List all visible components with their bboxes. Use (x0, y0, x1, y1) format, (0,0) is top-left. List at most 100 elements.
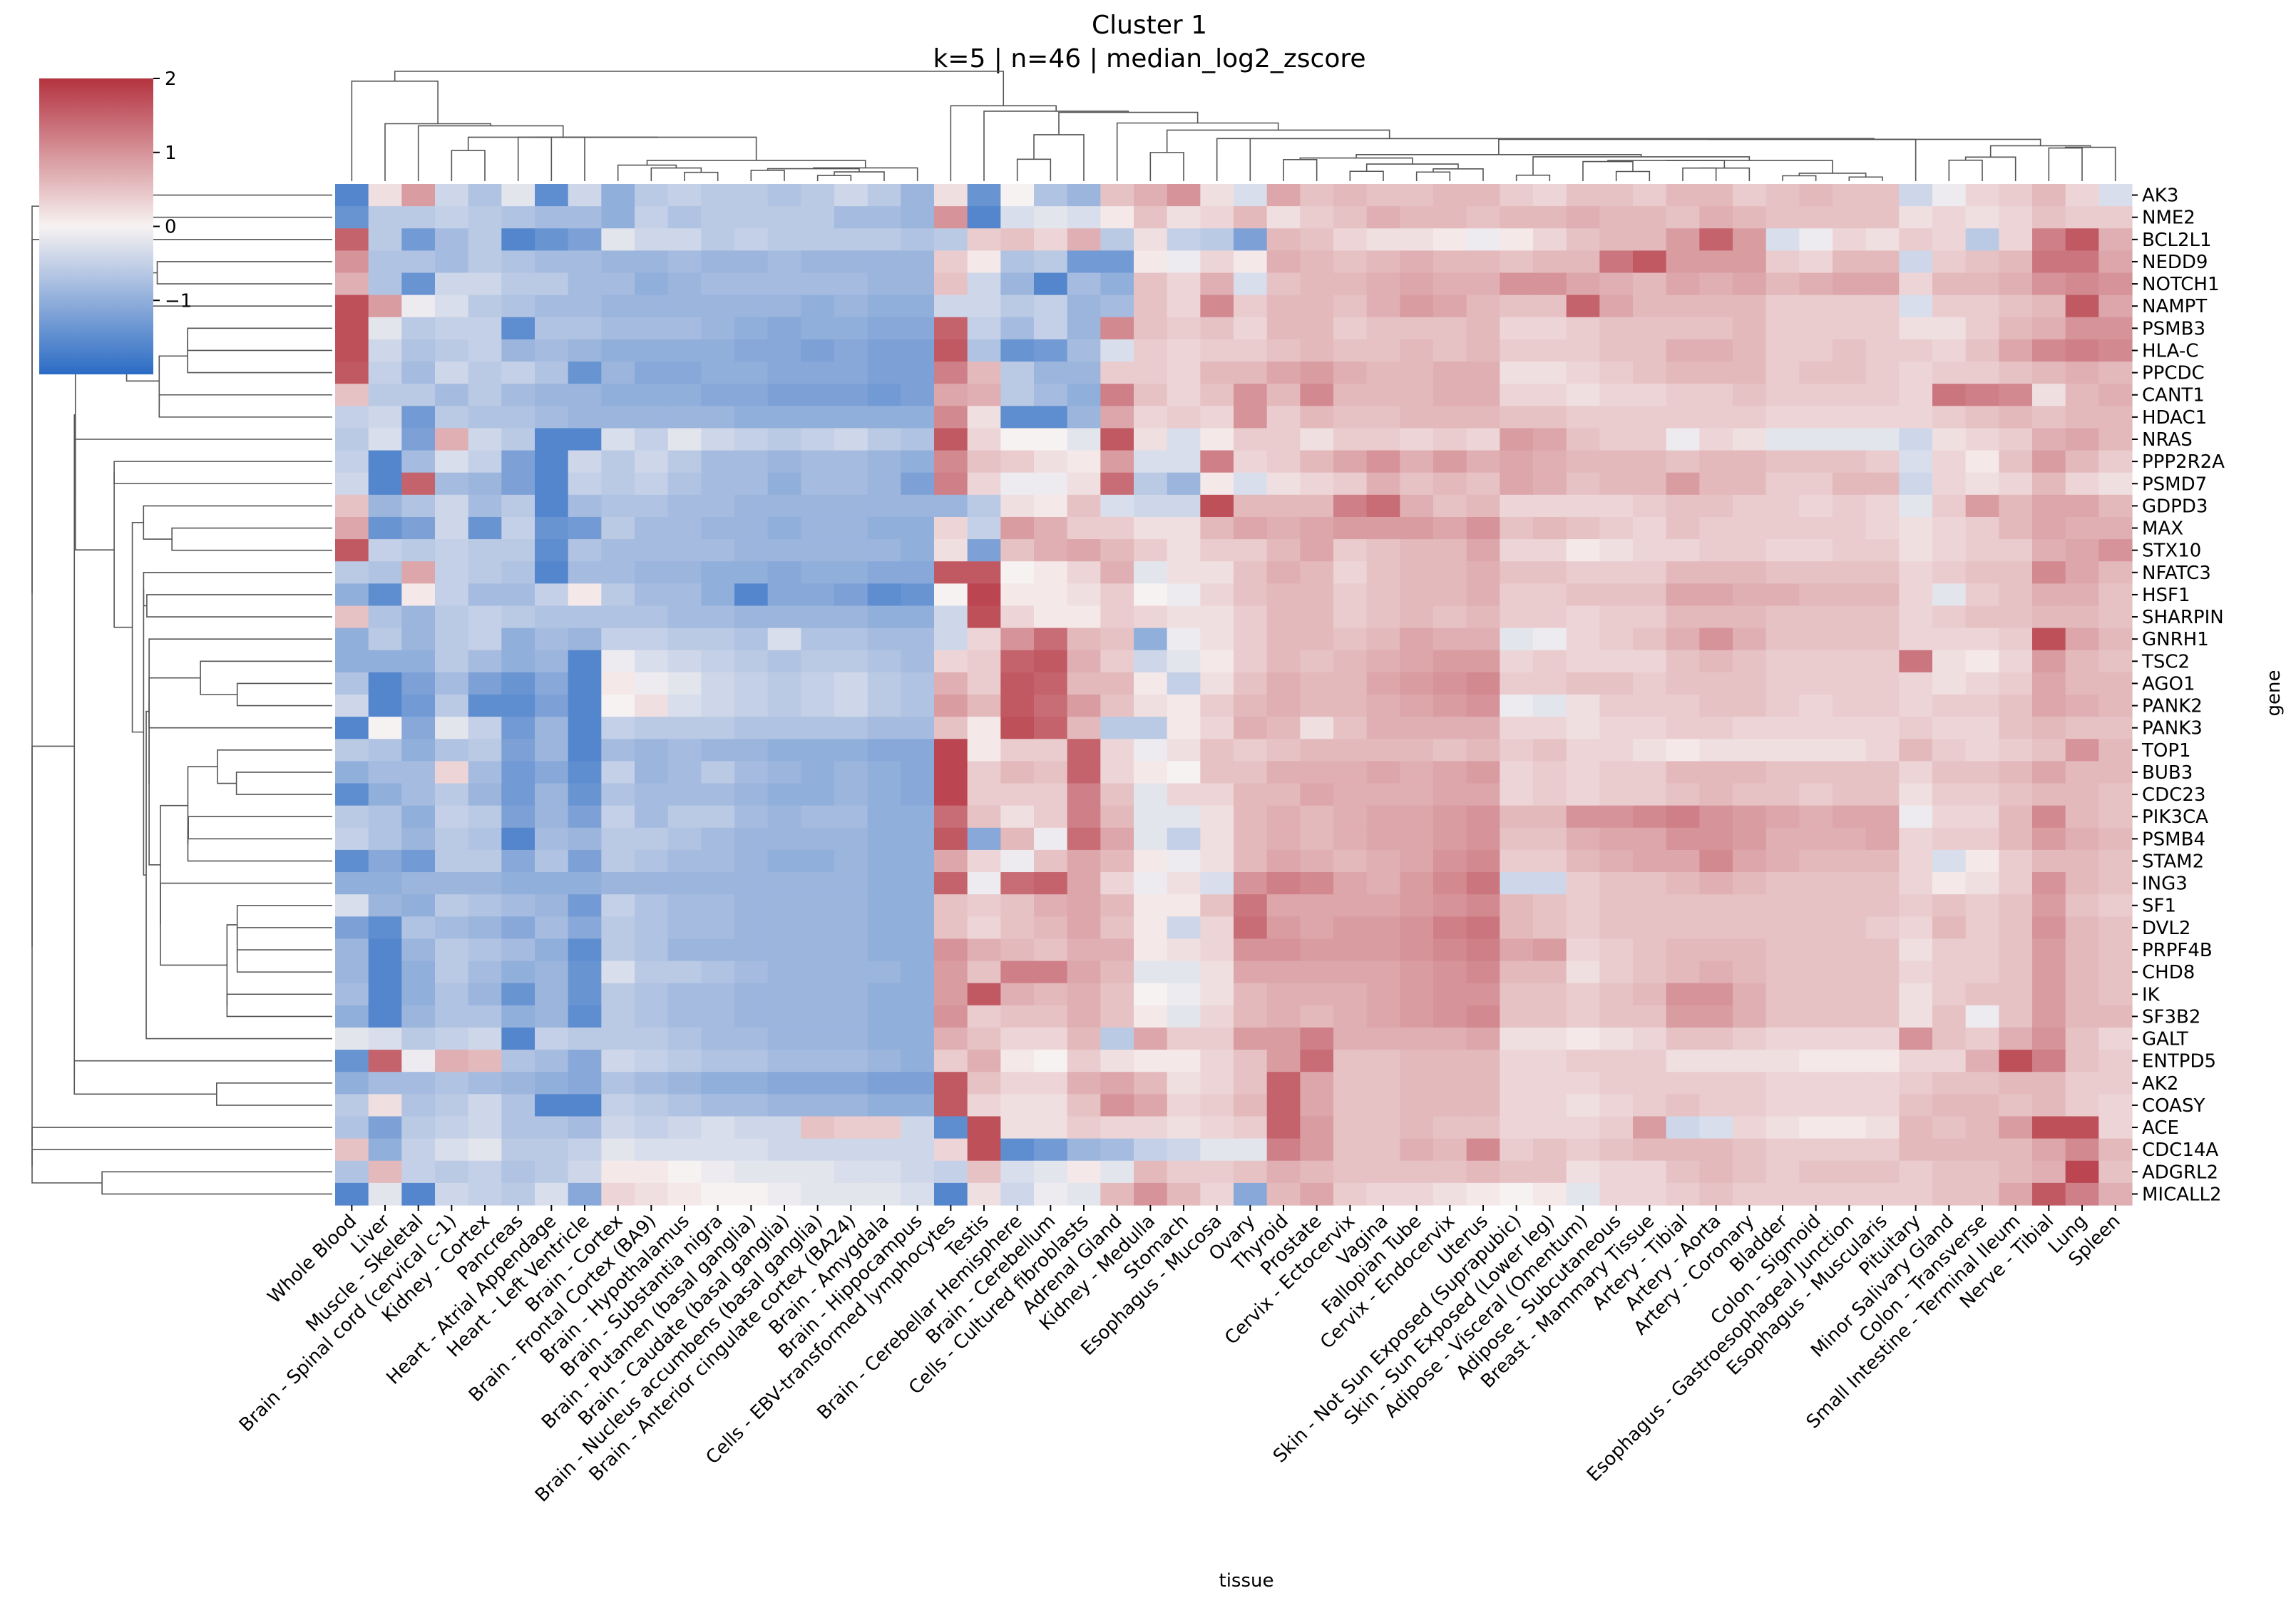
heatmap-cell (635, 206, 669, 229)
heatmap-cell (867, 1072, 901, 1095)
heatmap-cell (1266, 849, 1301, 873)
heatmap-cell (2032, 339, 2066, 362)
heatmap-cell (1333, 805, 1368, 829)
heatmap-cell (2065, 983, 2099, 1006)
heatmap-cell (1466, 539, 1500, 562)
heatmap-cell (1500, 849, 1534, 873)
heatmap-cell (1865, 761, 1900, 784)
heatmap-cell (568, 695, 602, 717)
heatmap-cell (767, 1116, 801, 1139)
heatmap-cell (1333, 406, 1368, 429)
heatmap-cell (1666, 1072, 1700, 1095)
heatmap-cell (2032, 228, 2066, 251)
heatmap-cell (1134, 1116, 1168, 1139)
heatmap-cell (1466, 961, 1500, 984)
row-dendrogram-link (131, 521, 144, 733)
heatmap-cell (1200, 1160, 1234, 1184)
heatmap-cell (967, 272, 1001, 296)
heatmap-cell (1100, 783, 1134, 806)
heatmap-cell (1366, 295, 1400, 318)
heatmap-cell (1865, 250, 1900, 274)
heatmap-cell (1067, 1027, 1101, 1050)
heatmap-cell (1599, 339, 1634, 362)
heatmap-cell (1034, 1027, 1068, 1050)
heatmap-cell (1433, 184, 1467, 207)
heatmap-cell (435, 406, 469, 429)
heatmap-cell (901, 272, 935, 296)
heatmap-cell (468, 894, 502, 917)
heatmap-cell (934, 1050, 968, 1072)
heatmap-cell (568, 1072, 602, 1095)
heatmap-cell (435, 1072, 469, 1095)
heatmap-cell (767, 472, 801, 496)
heatmap-cell (2098, 739, 2133, 762)
heatmap-cell (901, 406, 935, 429)
heatmap-cell (1566, 206, 1600, 229)
heatmap-cell (1100, 384, 1134, 406)
heatmap-cell (1899, 805, 1933, 829)
heatmap-cell (1433, 1005, 1467, 1028)
heatmap-cell (2065, 539, 2099, 562)
heatmap-cell (435, 761, 469, 784)
heatmap-cell (368, 494, 402, 518)
heatmap-cell (1833, 539, 1867, 562)
heatmap-cell (2098, 450, 2133, 473)
row-dendrogram-link (217, 749, 332, 784)
row-dendrogram-link (113, 472, 133, 628)
heatmap-cell (1599, 406, 1634, 429)
row-dendrogram-link (187, 826, 332, 862)
heatmap-cell (1899, 472, 1933, 496)
heatmap-cell (1034, 872, 1068, 895)
heatmap-cell (2032, 362, 2066, 384)
heatmap-cell (1034, 916, 1068, 940)
heatmap-cell (1234, 450, 1268, 473)
heatmap-cell (1666, 362, 1700, 384)
heatmap-cell (767, 406, 801, 429)
heatmap-cell (1733, 695, 1767, 717)
heatmap-cell (967, 450, 1001, 473)
heatmap-cell (1300, 561, 1334, 584)
heatmap-cell (1134, 739, 1168, 762)
heatmap-cell (767, 428, 801, 451)
heatmap-cell (1466, 739, 1500, 762)
heatmap-cell (1300, 295, 1334, 318)
heatmap-cell (834, 539, 868, 562)
heatmap-cell (1000, 717, 1035, 739)
heatmap-cell (1599, 206, 1634, 229)
heatmap-cell (1000, 628, 1035, 651)
heatmap-cell (1466, 628, 1500, 651)
heatmap-cell (1400, 761, 1434, 784)
heatmap-cell (1965, 783, 1999, 806)
heatmap-cell (1466, 1182, 1500, 1206)
heatmap-cell (967, 938, 1001, 962)
heatmap-cell (1699, 1116, 1733, 1139)
heatmap-cell (967, 805, 1001, 829)
heatmap-cell (1799, 1050, 1833, 1072)
heatmap-cell (1234, 1027, 1268, 1050)
heatmap-cell (1167, 961, 1201, 984)
heatmap-cell (1167, 695, 1201, 717)
heatmap-cell (2032, 317, 2066, 340)
heatmap-cell (2098, 695, 2133, 717)
heatmap-cell (1965, 628, 1999, 651)
heatmap-cell (401, 961, 436, 984)
heatmap-cell (1666, 250, 1700, 274)
heatmap-cell (1333, 583, 1368, 607)
heatmap-cell (1500, 916, 1534, 940)
heatmap-cell (734, 362, 769, 384)
heatmap-cell (934, 272, 968, 296)
heatmap-cell (734, 628, 769, 651)
heatmap-cell (1266, 272, 1301, 296)
heatmap-cell (1633, 494, 1667, 518)
heatmap-cell (1400, 516, 1434, 540)
heatmap-cell (1366, 516, 1400, 540)
heatmap-cell (601, 1027, 635, 1050)
heatmap-cell (1034, 583, 1068, 607)
heatmap-cell (1167, 1138, 1201, 1162)
heatmap-cell (834, 339, 868, 362)
heatmap-cell (1333, 184, 1368, 207)
heatmap-cell (1433, 295, 1467, 318)
heatmap-cell (2098, 583, 2133, 607)
heatmap-cell (1533, 228, 1567, 251)
heatmap-cell (1067, 1005, 1101, 1028)
